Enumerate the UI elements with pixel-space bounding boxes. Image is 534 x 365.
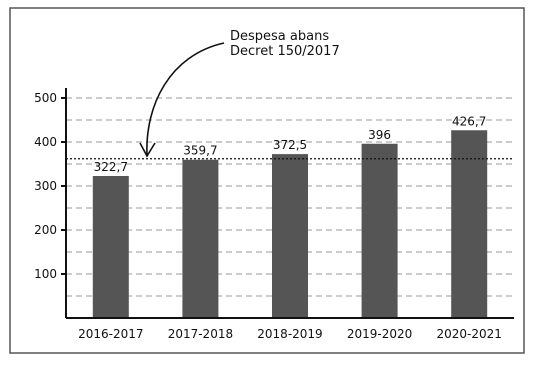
bar [92,176,129,318]
axes: 100 200 300 400 500 [34,88,514,319]
x-tick-label: 2017-2018 [168,327,233,341]
bar [361,143,398,318]
bars: 322,7 2016-2017 359,7 2017-2018 372,5 2018-20… [78,114,502,341]
annotation-arrow [146,42,225,156]
x-tick-label: 2019-2020 [347,327,412,341]
annotation-arrowhead [139,142,156,158]
bar [272,154,308,318]
chart-border [9,7,525,354]
x-tick-label: 2020-2021 [436,327,501,341]
y-tick-label: 200 [34,223,57,237]
bar [182,159,219,318]
annotation-line-2: Decret 150/2017 [230,44,340,59]
data-label: 359,7 [183,144,217,158]
y-tick-label: 500 [34,91,57,105]
y-tick-label: 300 [34,179,57,193]
data-label: 322,7 [94,160,128,174]
x-tick-label: 2016-2017 [78,327,143,341]
y-tick-label: 400 [34,135,57,149]
bar [451,130,488,318]
annotation: Despesa abans Decret 150/2017 [139,29,340,158]
annotation-line-1: Despesa abans [230,29,329,44]
y-tick-label: 100 [34,267,57,281]
x-tick-label: 2018-2019 [257,327,322,341]
data-label: 426,7 [452,114,486,128]
data-label: 372,5 [273,138,307,152]
data-label: 396 [368,128,391,142]
